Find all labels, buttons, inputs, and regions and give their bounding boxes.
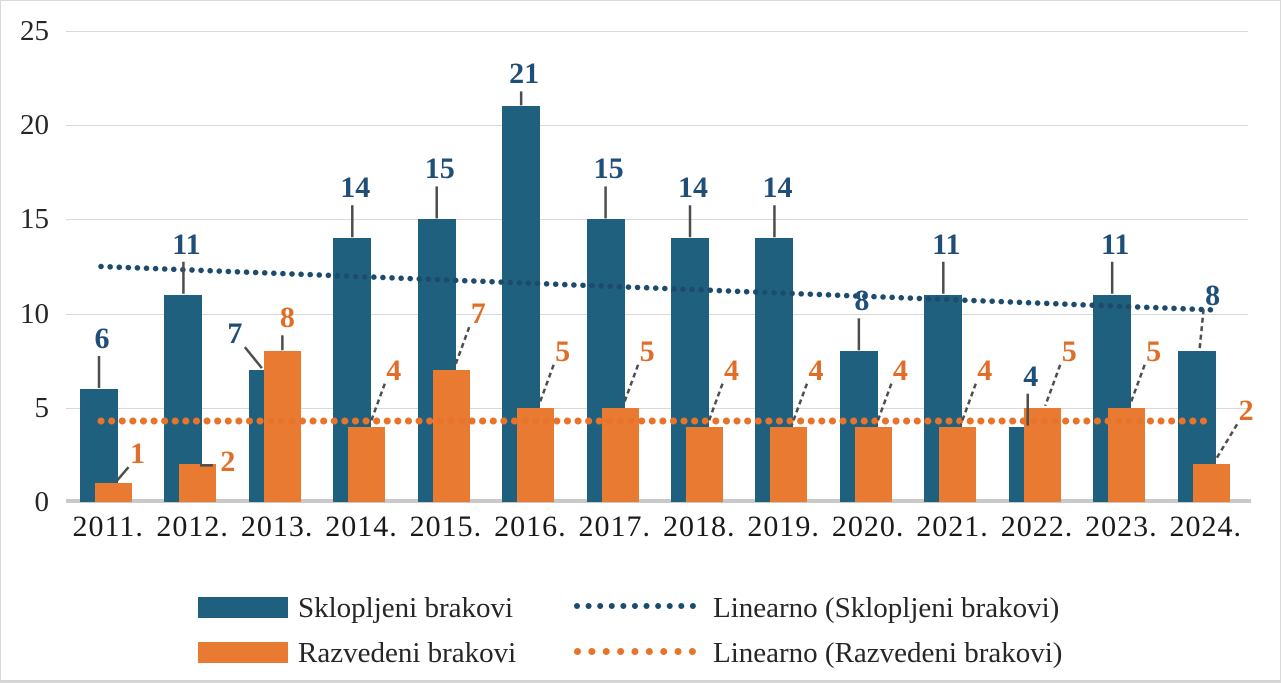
y-tick-label-10: 10 [20,297,49,330]
x-tick-label-2022: 2022. [1000,510,1074,543]
data-label-sklopljeni-2016: 21 [509,57,540,91]
data-label-razvedeni-2022: 5 [1061,334,1077,368]
leader-razvedeni-3 [368,383,386,426]
x-tick-label-2016: 2016. [494,510,567,543]
leader-razvedeni-9 [875,383,893,426]
leader-razvedeni-0 [115,466,130,482]
leader-sklopljeni-2 [243,346,263,369]
x-axis-line [66,499,1251,503]
data-label-sklopljeni-2023: 11 [1100,227,1130,261]
data-label-sklopljeni-2018: 14 [678,171,708,205]
bar-razvedeni-2024 [1192,464,1230,502]
x-tick-label-2024: 2024. [1169,510,1243,543]
bar-razvedeni-2014 [348,426,386,502]
x-tick-label-2015: 2015. [409,510,483,543]
x-tick-label-2013: 2013. [240,510,314,543]
data-label-razvedeni-2018: 4 [724,353,739,387]
gridline-10 [66,313,1248,315]
x-tick-label-2023: 2023. [1085,510,1158,543]
data-label-sklopljeni-2019: 14 [762,171,793,205]
leader-razvedeni-7 [706,383,724,426]
data-label-sklopljeni-2013: 7 [227,317,243,351]
data-label-sklopljeni-2020: 8 [854,284,870,318]
data-label-razvedeni-2012: 2 [220,445,236,479]
bar-sklopljeni-2011 [80,388,118,502]
leader-razvedeni-8 [790,383,809,426]
leader-razvedeni-11 [1044,364,1062,407]
leader-razvedeni-10 [959,383,977,426]
data-label-sklopljeni-2014: 14 [340,171,371,205]
data-label-razvedeni-2016: 5 [555,334,571,368]
x-tick-label-2020: 2020. [831,510,905,543]
bar-razvedeni-2012 [179,464,217,502]
data-label-sklopljeni-2017: 15 [593,152,624,186]
data-label-razvedeni-2019: 4 [808,353,824,387]
data-label-razvedeni-2011: 1 [130,437,145,471]
gridline-15 [66,219,1248,221]
gridline-20 [66,125,1248,127]
leader-razvedeni-6 [621,364,640,407]
y-tick-label-20: 20 [20,109,49,142]
leader-razvedeni-4 [453,326,471,369]
data-label-razvedeni-2021: 4 [977,353,993,387]
bar-razvedeni-2018 [686,426,723,502]
x-tick-label-2021: 2021. [916,510,989,543]
leader-razvedeni-12 [1128,364,1146,407]
data-label-razvedeni-2017: 5 [639,334,655,368]
y-tick-label-25: 25 [20,15,49,47]
x-tick-label-2012: 2012. [156,510,229,543]
x-tick-label-2019: 2019. [747,510,820,543]
y-tick-label-5: 5 [34,391,50,424]
leader-razvedeni-5 [537,364,555,407]
data-label-sklopljeni-2021: 11 [932,227,961,261]
y-tick-label-0: 0 [34,486,50,518]
data-label-razvedeni-2023: 5 [1146,334,1162,368]
gridline-5 [66,407,1248,409]
x-tick-label-2014: 2014. [325,510,398,543]
data-label-sklopljeni-2015: 15 [424,152,455,186]
data-label-razvedeni-2020: 4 [892,353,908,387]
data-label-razvedeni-2015: 7 [470,297,486,331]
data-label-sklopljeni-2012: 11 [172,227,201,261]
data-label-sklopljeni-2022: 4 [1023,359,1039,393]
data-label-razvedeni-2024: 2 [1238,394,1254,428]
y-tick-label-15: 15 [20,203,49,236]
leader-sklopljeni-13 [1198,309,1205,350]
bar-razvedeni-2020 [854,426,892,502]
bar-razvedeni-2015 [432,370,470,502]
bar-razvedeni-2011 [95,483,132,502]
bar-razvedeni-2021 [939,426,977,502]
x-tick-label-2011: 2011. [72,510,144,543]
bar-razvedeni-2013 [263,351,301,502]
data-label-razvedeni-2013: 8 [279,301,295,335]
gridline-25 [66,31,1248,32]
data-label-sklopljeni-2011: 6 [94,321,110,355]
x-tick-label-2017: 2017. [578,510,652,543]
data-label-sklopljeni-2024: 8 [1205,279,1221,313]
data-label-razvedeni-2014: 4 [386,353,402,387]
leader-razvedeni-13 [1213,423,1239,463]
bottom-border-strip [1,680,1280,682]
bar-razvedeni-2019 [770,426,808,502]
x-tick-label-2018: 2018. [662,510,736,543]
trendline-sklopljeni [98,263,1214,313]
